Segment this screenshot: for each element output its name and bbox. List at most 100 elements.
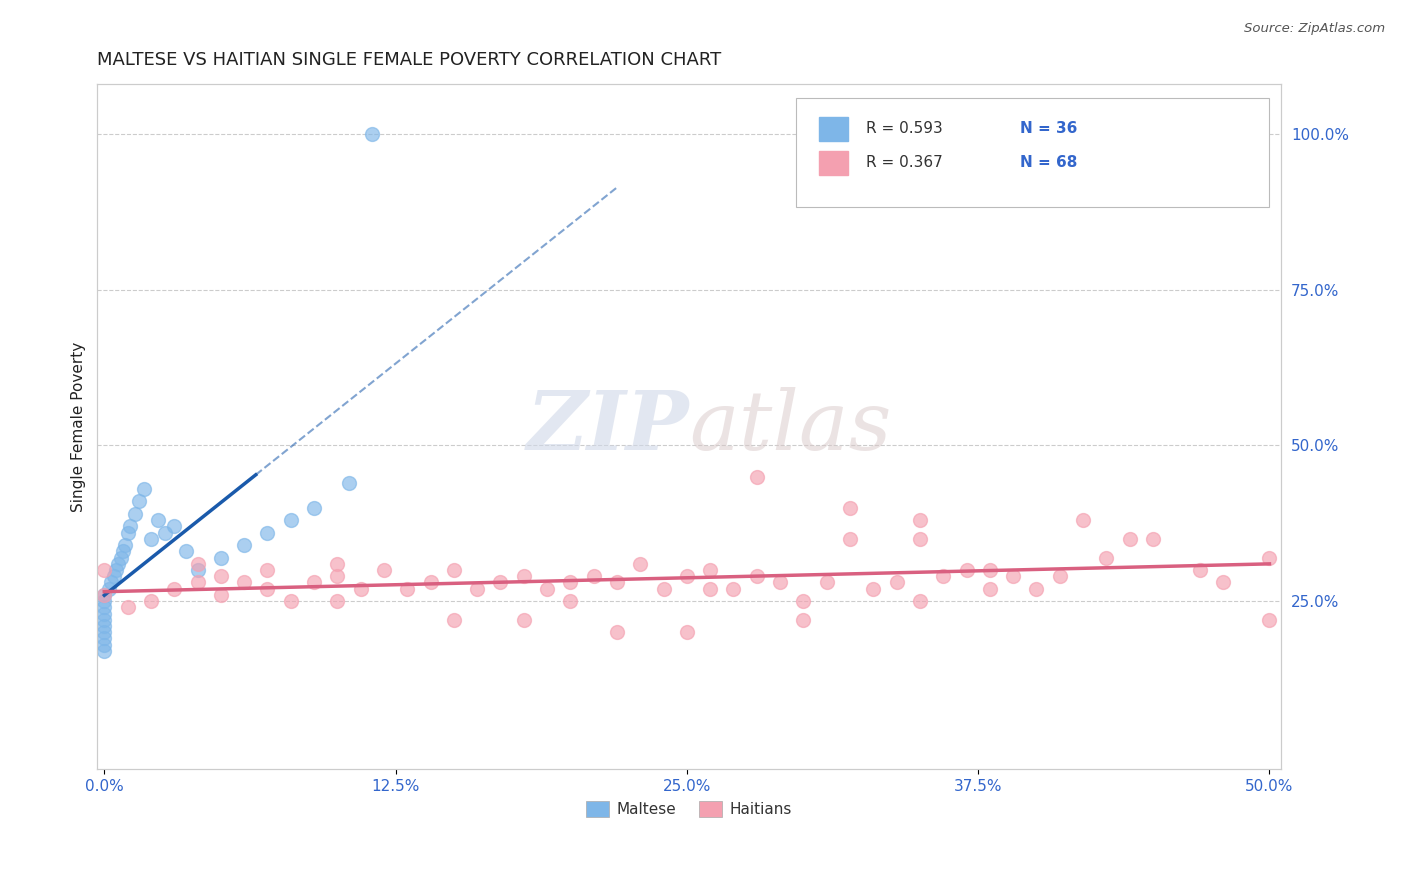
Point xyxy=(1188,563,1211,577)
Point xyxy=(187,575,209,590)
Point xyxy=(815,575,838,590)
Point xyxy=(337,475,360,490)
Point xyxy=(908,513,931,527)
Y-axis label: Single Female Poverty: Single Female Poverty xyxy=(72,342,86,512)
Point xyxy=(139,532,162,546)
Point xyxy=(280,513,302,527)
Point xyxy=(628,557,651,571)
Point xyxy=(209,569,232,583)
Text: N = 36: N = 36 xyxy=(1021,121,1077,136)
Point xyxy=(745,569,768,583)
Point xyxy=(560,594,582,608)
Point xyxy=(745,469,768,483)
Point xyxy=(1258,613,1281,627)
Point xyxy=(792,613,814,627)
Text: N = 68: N = 68 xyxy=(1021,155,1077,170)
Point xyxy=(93,632,115,646)
Text: R = 0.367: R = 0.367 xyxy=(866,155,943,170)
Point xyxy=(174,544,197,558)
Point xyxy=(513,569,536,583)
Point xyxy=(361,127,384,141)
Point xyxy=(443,613,465,627)
Point xyxy=(146,513,169,527)
Point xyxy=(862,582,884,596)
Point xyxy=(699,563,721,577)
Point xyxy=(652,582,675,596)
Point xyxy=(256,563,278,577)
Legend: Maltese, Haitians: Maltese, Haitians xyxy=(581,795,799,823)
Point xyxy=(163,582,186,596)
Point xyxy=(117,525,139,540)
Point xyxy=(908,594,931,608)
Point xyxy=(582,569,605,583)
Point xyxy=(233,575,256,590)
Point xyxy=(187,563,209,577)
FancyBboxPatch shape xyxy=(820,151,848,175)
Point xyxy=(979,582,1001,596)
FancyBboxPatch shape xyxy=(796,98,1270,208)
Text: MALTESE VS HAITIAN SINGLE FEMALE POVERTY CORRELATION CHART: MALTESE VS HAITIAN SINGLE FEMALE POVERTY… xyxy=(97,51,721,69)
Point xyxy=(209,550,232,565)
Point xyxy=(100,575,122,590)
Point xyxy=(465,582,488,596)
Point xyxy=(723,582,745,596)
Text: atlas: atlas xyxy=(689,387,891,467)
Point xyxy=(513,613,536,627)
Point xyxy=(396,582,419,596)
Point xyxy=(93,563,115,577)
Point xyxy=(1258,550,1281,565)
Point xyxy=(111,544,134,558)
Point xyxy=(560,575,582,590)
Point xyxy=(886,575,908,590)
Point xyxy=(1071,513,1094,527)
Point xyxy=(419,575,441,590)
Point xyxy=(93,625,115,640)
Point xyxy=(1118,532,1140,546)
Point xyxy=(302,500,325,515)
Text: Source: ZipAtlas.com: Source: ZipAtlas.com xyxy=(1244,22,1385,36)
Point xyxy=(187,557,209,571)
Point xyxy=(373,563,395,577)
Point xyxy=(769,575,792,590)
Point xyxy=(1002,569,1025,583)
Point xyxy=(104,563,127,577)
Point xyxy=(93,588,115,602)
Point xyxy=(233,538,256,552)
Point xyxy=(93,619,115,633)
Point xyxy=(128,494,150,508)
Point xyxy=(443,563,465,577)
Point xyxy=(326,594,349,608)
Point xyxy=(792,594,814,608)
Point xyxy=(107,557,129,571)
Point xyxy=(103,569,125,583)
Point xyxy=(117,600,139,615)
Point xyxy=(118,519,141,533)
Point xyxy=(489,575,512,590)
Point xyxy=(93,607,115,621)
Point xyxy=(98,582,121,596)
Point xyxy=(256,582,278,596)
Point xyxy=(139,594,162,608)
Point xyxy=(93,644,115,658)
Point xyxy=(676,625,699,640)
Point xyxy=(350,582,373,596)
Point xyxy=(839,532,862,546)
Point xyxy=(699,582,721,596)
Point xyxy=(606,625,628,640)
Point xyxy=(839,500,862,515)
Point xyxy=(1142,532,1164,546)
Point xyxy=(606,575,628,590)
Point xyxy=(302,575,325,590)
Point xyxy=(1095,550,1118,565)
Point xyxy=(1049,569,1071,583)
Point xyxy=(93,594,115,608)
Point xyxy=(93,600,115,615)
Point xyxy=(536,582,558,596)
Text: R = 0.593: R = 0.593 xyxy=(866,121,943,136)
Point xyxy=(153,525,176,540)
Point xyxy=(979,563,1001,577)
Point xyxy=(163,519,186,533)
Point xyxy=(209,588,232,602)
Point xyxy=(93,613,115,627)
Point xyxy=(932,569,955,583)
